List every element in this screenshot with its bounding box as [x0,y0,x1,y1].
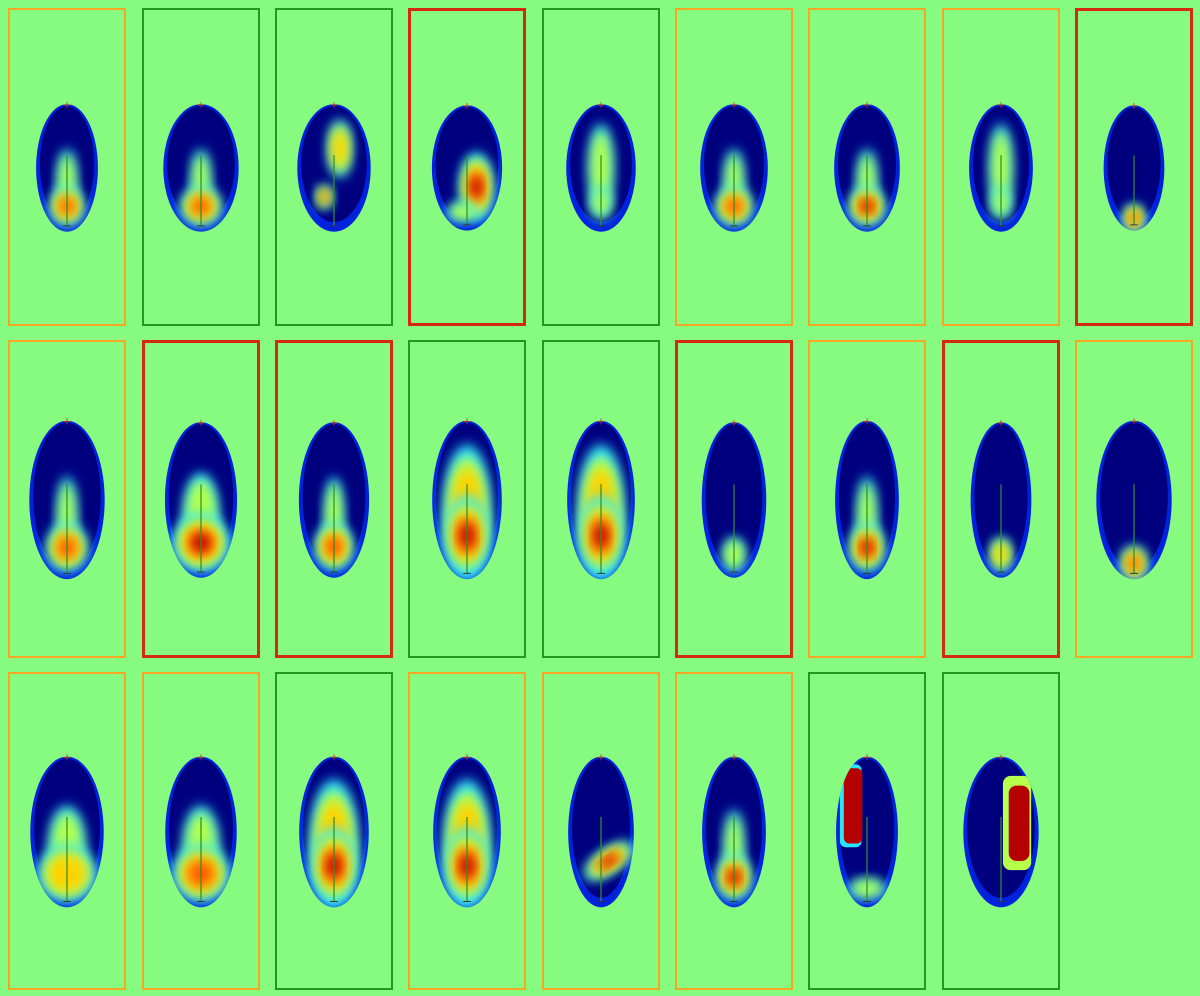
toe-marker: + [463,752,471,763]
foot-pressure-heatmap: + [963,752,1039,908]
toe-marker: + [330,418,338,429]
foot-pressure-heatmap: + [29,417,105,580]
foot-pressure-heatmap: + [432,417,502,580]
foot-pressure-heatmap: + [163,100,239,232]
heatmap-panel: + [542,8,660,326]
foot-pressure-heatmap: + [970,418,1032,578]
heatmap-panel: + [1075,340,1193,658]
toe-marker: + [197,418,205,429]
heatmap-panel: + [275,672,393,990]
foot-pressure-heatmap: + [165,752,237,908]
heatmap-panel: + [675,8,793,326]
foot-pressure-heatmap: + [700,100,768,232]
heatmap-panel: + [408,672,526,990]
toe-marker: + [863,417,871,428]
toe-marker: + [863,100,871,111]
foot-pressure-heatmap: + [164,418,238,578]
heatmap-panel: + [808,340,926,658]
heatmap-panel: + [275,8,393,326]
heatmap-panel: + [142,672,260,990]
foot-pressure-heatmap: + [297,100,371,232]
foot-pressure-heatmap: + [835,417,899,580]
heatmap-panel: + [8,672,126,990]
heatmap-panel: + [275,340,393,658]
foot-pressure-heatmap: + [969,100,1033,232]
toe-marker: + [63,752,71,763]
foot-pressure-heatmap: + [299,752,369,908]
toe-marker: + [597,100,605,111]
toe-marker: + [597,417,605,428]
toe-marker: + [63,100,71,111]
heatmap-panel: + [408,8,526,326]
heatmap-panel: + [408,340,526,658]
heatmap-panel: + [808,672,926,990]
toe-marker: + [730,418,738,429]
foot-pressure-heatmap: + [30,752,104,908]
heatmap-panel: + [675,340,793,658]
heatmap-panel: + [675,672,793,990]
toe-marker: + [730,752,738,763]
heatmap-panel: + [942,672,1060,990]
toe-marker: + [730,100,738,111]
heatmap-panel: + [942,8,1060,326]
heatmap-panel: + [142,8,260,326]
toe-marker: + [997,418,1005,429]
heatmap-panel: + [942,340,1060,658]
foot-pressure-heatmap: + [431,101,503,231]
foot-pressure-heatmap: + [298,418,370,578]
toe-marker: + [463,101,471,112]
toe-marker: + [197,752,205,763]
toe-marker: + [1130,101,1138,112]
toe-marker: + [997,100,1005,111]
foot-pressure-heatmap: + [568,752,634,908]
heatmap-panel: + [808,8,926,326]
toe-marker: + [197,100,205,111]
foot-pressure-heatmap: + [836,752,898,908]
foot-pressure-heatmap: + [1096,417,1172,580]
toe-marker: + [1130,417,1138,428]
toe-marker: + [330,100,338,111]
heatmap-panel: + [8,340,126,658]
toe-marker: + [863,752,871,763]
toe-marker: + [63,417,71,428]
heatmap-panel: + [142,340,260,658]
foot-pressure-heatmap: + [567,417,635,580]
foot-pressure-heatmap: + [834,100,900,232]
heatmap-panel: + [1075,8,1193,326]
foot-pressure-heatmap: + [36,100,98,232]
foot-pressure-heatmap: + [566,100,636,232]
heatmap-panel: + [542,672,660,990]
toe-marker: + [997,752,1005,763]
foot-pressure-heatmap: + [1103,101,1165,231]
heatmap-panel: + [542,340,660,658]
foot-pressure-heatmap: + [702,752,766,908]
foot-pressure-heatmap: + [701,418,767,578]
foot-pressure-heatmap: + [433,752,501,908]
toe-marker: + [463,417,471,428]
heatmap-panel: + [8,8,126,326]
toe-marker: + [330,752,338,763]
toe-marker: + [597,752,605,763]
